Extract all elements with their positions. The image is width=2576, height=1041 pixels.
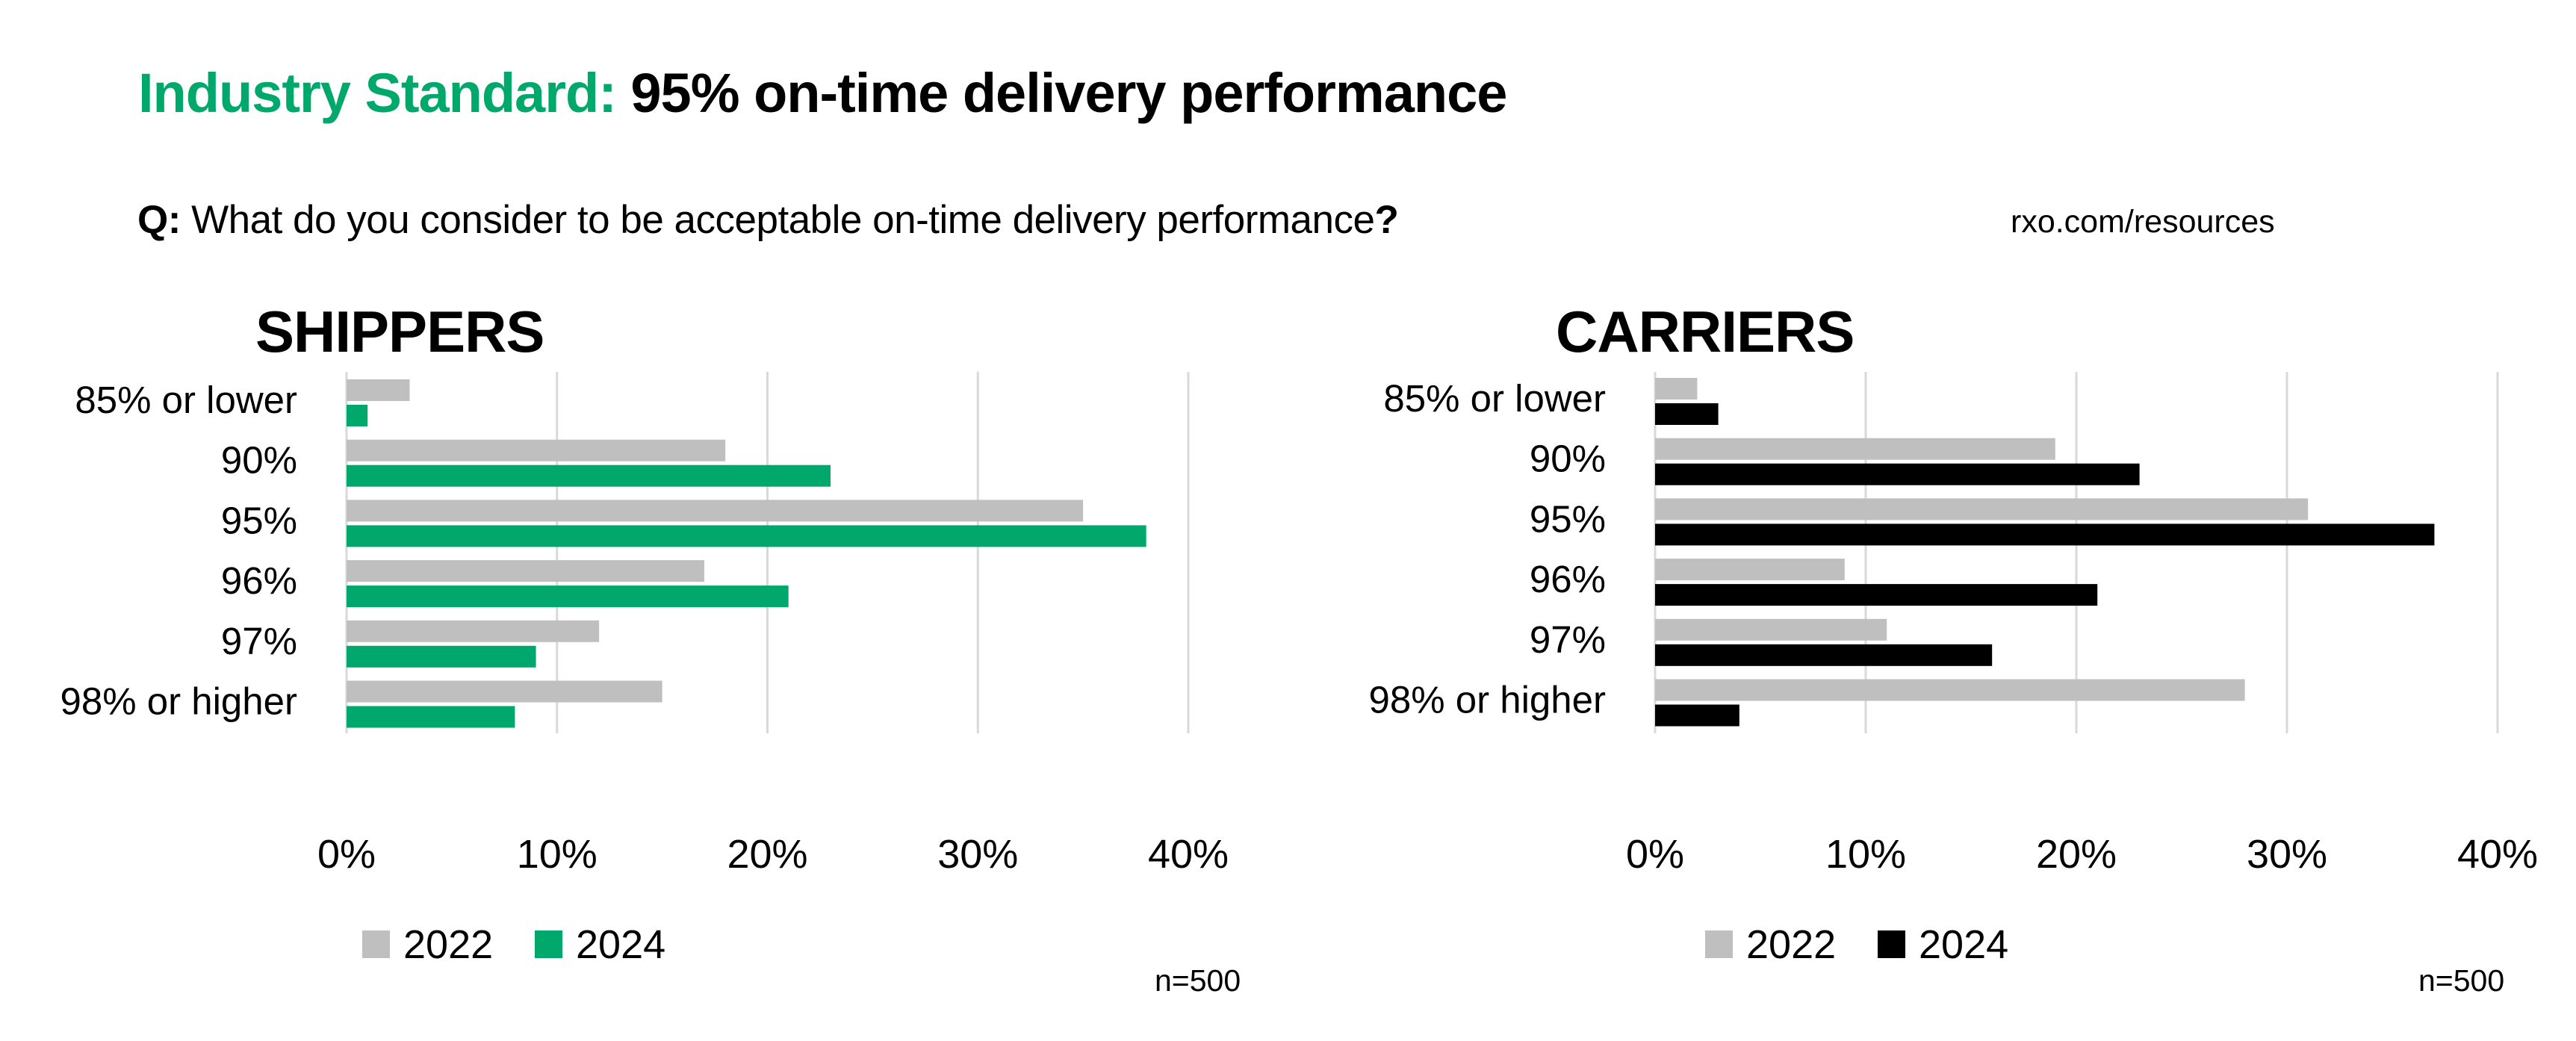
shippers-bar-2024[interactable]: 90% (2024): 23% xyxy=(347,464,831,487)
question-prefix: Q: xyxy=(137,198,181,242)
carriers-x-tick-label: 20% xyxy=(2036,832,2117,877)
carriers-x-tick-label: 40% xyxy=(2457,832,2538,877)
carriers-bar-2022[interactable]: 96% (2022): 9% xyxy=(1655,559,1845,581)
shippers-category-label: 95% xyxy=(221,499,297,541)
carriers-x-tick-label: 30% xyxy=(2247,832,2327,877)
carriers-legend-swatch-2024 xyxy=(1878,930,1905,958)
carriers-bar-2022[interactable]: 97% (2022): 11% xyxy=(1655,618,1887,641)
shippers-category-label: 97% xyxy=(221,620,297,662)
shippers-bar-chart: 0% 10% 20% 30% 40% 85% or lower 85% or lower (… xyxy=(60,372,1229,967)
shippers-sample-size: n=500 xyxy=(1155,963,1241,998)
page-title: Industry Standard: 95% on-time delivery … xyxy=(138,66,1507,121)
shippers-legend-label[interactable]: 2022 xyxy=(403,922,493,967)
shippers-bar-2022[interactable]: 95% (2022): 35% xyxy=(347,500,1084,522)
carriers-category-label: 98% or higher xyxy=(1368,679,1606,721)
shippers-bar-2022[interactable]: 90% (2022): 18% xyxy=(347,439,726,462)
carriers-category-label: 90% xyxy=(1530,438,1606,480)
shippers-legend-swatch-2022 xyxy=(362,930,390,958)
shippers-bar-2024[interactable]: 85% or lower (2024): 1% xyxy=(347,405,368,426)
shippers-x-tick-label: 40% xyxy=(1148,832,1229,877)
shippers-legend-label[interactable]: 2024 xyxy=(576,922,665,967)
carriers-legend-label[interactable]: 2024 xyxy=(1919,922,2008,967)
carriers-legend-swatch-2022 xyxy=(1705,930,1733,958)
carriers-bar-2024[interactable]: 90% (2024): 23% xyxy=(1655,463,2140,485)
carriers-category-label: 95% xyxy=(1530,497,1606,540)
shippers-x-tick-label: 30% xyxy=(937,832,1018,877)
carriers-x-tick-label: 10% xyxy=(1825,832,1906,877)
shippers-bar-2022[interactable]: 85% or lower (2022): 3% xyxy=(347,379,410,401)
shippers-category-label: 90% xyxy=(221,439,297,482)
shippers-bar-2024[interactable]: 97% (2024): 9% xyxy=(347,645,536,668)
question-mark: ? xyxy=(1374,198,1399,242)
carriers-bar-2024[interactable]: 96% (2024): 21% xyxy=(1655,584,2098,606)
shippers-category-label: 85% or lower xyxy=(75,379,297,421)
carriers-bar-2022[interactable]: 85% or lower (2022): 2% xyxy=(1655,378,1698,400)
source-link[interactable]: rxo.com/resources xyxy=(2011,204,2275,240)
carriers-category-label: 97% xyxy=(1530,618,1606,661)
shippers-bar-2024[interactable]: 96% (2024): 21% xyxy=(347,585,789,608)
carriers-chart-title: CARRIERS xyxy=(1556,299,1855,364)
carriers-legend-label[interactable]: 2022 xyxy=(1746,922,1836,967)
carriers-bar-chart: 0% 10% 20% 30% 40% 85% or lower 85% or lower (… xyxy=(1368,372,2538,967)
carriers-bar-2022[interactable]: 95% (2022): 31% xyxy=(1655,498,2309,520)
shippers-x-tick-label: 10% xyxy=(517,832,598,877)
shippers-chart-title: SHIPPERS xyxy=(255,299,544,364)
question-text: What do you consider to be acceptable on… xyxy=(180,198,1375,242)
shippers-category-label: 98% or higher xyxy=(60,680,297,723)
shippers-x-tick-label: 20% xyxy=(727,832,807,877)
shippers-bar-2024[interactable]: 98% or higher (2024): 8% xyxy=(347,706,515,728)
shippers-bar-2024[interactable]: 95% (2024): 38% xyxy=(347,525,1146,547)
carriers-bar-2022[interactable]: 90% (2022): 19% xyxy=(1655,438,2055,460)
title-rest: 95% on-time delivery performance xyxy=(615,62,1507,124)
carriers-bar-2024[interactable]: 97% (2024): 16% xyxy=(1655,644,1993,666)
carriers-bar-2024[interactable]: 98% or higher (2024): 4% xyxy=(1655,704,1739,727)
shippers-x-tick-label: 0% xyxy=(317,832,376,877)
shippers-bar-2022[interactable]: 98% or higher (2022): 15% xyxy=(347,680,662,703)
carriers-x-tick-label: 0% xyxy=(1626,832,1684,877)
carriers-bar-2024[interactable]: 85% or lower (2024): 3% xyxy=(1655,403,1719,425)
shippers-legend-swatch-2024 xyxy=(535,930,562,958)
carriers-sample-size: n=500 xyxy=(2418,963,2505,998)
survey-question: Q: What do you consider to be acceptable… xyxy=(137,198,1399,242)
shippers-bar-2022[interactable]: 97% (2022): 12% xyxy=(347,620,600,642)
shippers-category-label: 96% xyxy=(221,559,297,602)
shippers-bar-2022[interactable]: 96% (2022): 17% xyxy=(347,560,704,582)
carriers-category-label: 96% xyxy=(1530,558,1606,600)
title-accent: Industry Standard: xyxy=(138,62,617,124)
carriers-bar-2024[interactable]: 95% (2024): 37% xyxy=(1655,523,2435,546)
carriers-category-label: 85% or lower xyxy=(1383,377,1606,420)
carriers-bar-2022[interactable]: 98% or higher (2022): 28% xyxy=(1655,679,2245,701)
